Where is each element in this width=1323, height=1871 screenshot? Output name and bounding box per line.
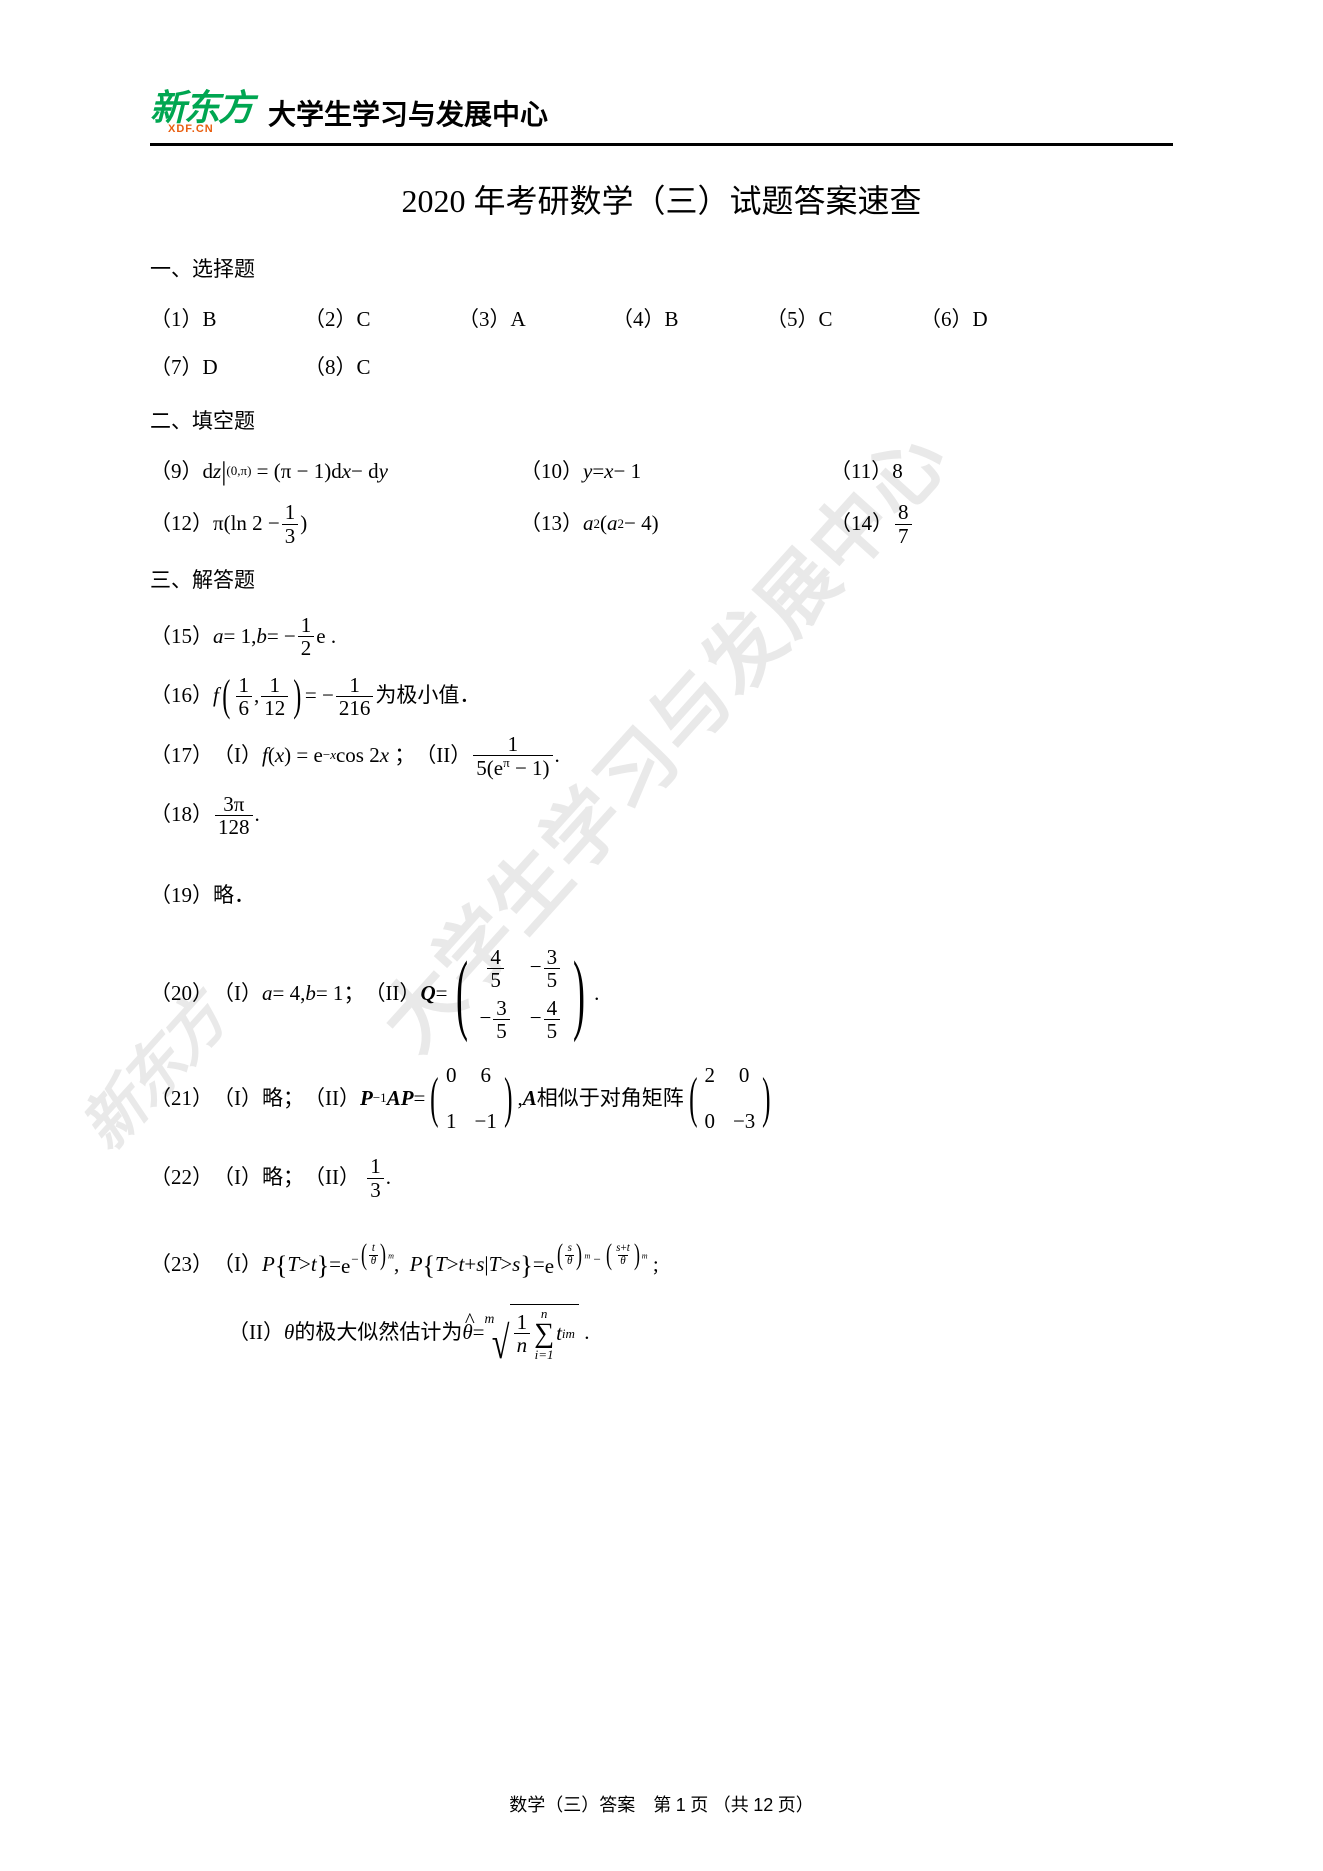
mc-ans: C xyxy=(357,307,371,331)
answer-23-part2: （II） θ 的极大似然估计为 θ = m √ 1n n∑i=1 tim . xyxy=(228,1304,1173,1361)
part-label: （II） xyxy=(364,974,420,1014)
fill-item-11: （11） 8 xyxy=(830,452,903,492)
fill-item-13: （13） a2(a2 − 4) xyxy=(520,504,830,544)
fill-num: （14） xyxy=(830,504,893,544)
ans-num: （19） xyxy=(150,876,213,916)
footer-label: 页） xyxy=(778,1795,814,1815)
fill-num: （12） xyxy=(150,504,213,544)
part-label: （I）略； xyxy=(213,1158,304,1198)
mc-item: （2）C xyxy=(304,300,458,340)
ans-text: 的极大似然估计为 xyxy=(294,1313,462,1353)
ans-text: 相似于对角矩阵 xyxy=(537,1079,684,1119)
mc-ans: C xyxy=(357,355,371,379)
mc-ans: D xyxy=(973,307,988,331)
mc-num: （7） xyxy=(150,355,203,379)
part-label: （I） xyxy=(213,736,262,776)
fill-num: （11） xyxy=(830,452,892,492)
mc-ans: B xyxy=(203,307,217,331)
fill-item-10: （10） y = x − 1 xyxy=(520,452,830,492)
mc-num: （1） xyxy=(150,307,203,331)
mc-item: （7）D xyxy=(150,348,304,388)
ans-tail: 为极小值． xyxy=(375,676,480,716)
fill-ans: 8 xyxy=(892,452,903,492)
ans-num: （21） xyxy=(150,1079,213,1119)
mc-ans: A xyxy=(511,307,526,331)
mc-ans: B xyxy=(665,307,679,331)
mc-item: （1）B xyxy=(150,300,304,340)
mc-ans: C xyxy=(819,307,833,331)
answer-18: （18） 3π128. xyxy=(150,793,1173,838)
ans-num: （22） xyxy=(150,1158,213,1198)
mc-row-2: （7）D （8）C xyxy=(150,348,1173,388)
page: 新东方 大学生学习与发展中心 新东方 XDF.CN 大学生学习与发展中心 202… xyxy=(0,0,1323,1871)
section-3-title: 三、解答题 xyxy=(150,561,1173,601)
footer-total: 12 xyxy=(753,1795,773,1815)
footer-doc: 数学（三）答案 xyxy=(509,1795,635,1815)
matrix-q: 45 −35 −35 −45 xyxy=(479,946,562,1042)
ans-num: （15） xyxy=(150,617,213,657)
part-label: （II） xyxy=(304,1158,360,1198)
answer-22: （22） （I）略； （II） 13. xyxy=(150,1155,1173,1200)
document-title: 2020 年考研数学（三）试题答案速查 xyxy=(150,176,1173,222)
part-label: （II） xyxy=(304,1079,360,1119)
content: 一、选择题 （1）B （2）C （3）A （4）B （5）C （6）D （7）D… xyxy=(150,250,1173,1361)
mc-num: （3） xyxy=(458,307,511,331)
matrix-pap: 06 1−1 xyxy=(446,1056,497,1142)
fill-num: （13） xyxy=(520,504,583,544)
ans-num: （23） xyxy=(150,1245,213,1285)
footer-label: 页 （共 xyxy=(690,1795,749,1815)
fill-item-9: （9） dz|(0,π) = (π − 1)dx − dy xyxy=(150,452,520,492)
answer-19: （19） 略． xyxy=(150,876,1173,916)
brand-logo-sub: XDF.CN xyxy=(168,124,252,135)
part-label: （I） xyxy=(213,1245,262,1285)
mc-ans: D xyxy=(203,355,218,379)
mc-num: （4） xyxy=(612,307,665,331)
fill-row-1: （9） dz|(0,π) = (π − 1)dx − dy （10） y = x… xyxy=(150,452,1173,492)
header-title: 大学生学习与发展中心 xyxy=(268,93,548,135)
footer-label: 第 xyxy=(653,1795,671,1815)
answer-20: （20） （I） a = 4, b = 1 ； （II） Q = ( 45 −3… xyxy=(150,946,1173,1042)
root-expression: m √ 1n n∑i=1 tim xyxy=(485,1304,579,1361)
brand-logo-main: 新东方 xyxy=(150,90,252,126)
fill-item-12: （12） π(ln 2 − 13) xyxy=(150,501,520,546)
page-header: 新东方 XDF.CN 大学生学习与发展中心 xyxy=(150,90,1173,146)
part-label: （II） xyxy=(228,1313,284,1353)
part-label: （I） xyxy=(213,974,262,1014)
mc-item: （5）C xyxy=(766,300,920,340)
mc-item: （6）D xyxy=(920,300,1074,340)
footer-page: 1 xyxy=(676,1795,686,1815)
matrix-diag: 20 0−3 xyxy=(704,1056,755,1142)
fill-row-2: （12） π(ln 2 − 13) （13） a2(a2 − 4) （14） 8… xyxy=(150,501,1173,546)
ans-num: （16） xyxy=(150,676,213,716)
answer-17: （17） （I） f(x) = e−x cos 2x ； （II） 15(eπ … xyxy=(150,733,1173,779)
part-label: （II） xyxy=(415,736,471,776)
mc-item: （8）C xyxy=(304,348,458,388)
mc-num: （8） xyxy=(304,355,357,379)
ans-num: （17） xyxy=(150,736,213,776)
answer-23-part1: （23） （I） P{T > t} = e −(tθ)m , P{T > t +… xyxy=(150,1241,1173,1290)
fill-num: （9） xyxy=(150,452,203,492)
part-label: （I）略； xyxy=(213,1079,304,1119)
answer-16: （16） f ( 16, 112 ) = −1216 为极小值． xyxy=(150,674,1173,719)
brand-logo: 新东方 XDF.CN xyxy=(150,90,252,135)
mc-item: （4）B xyxy=(612,300,766,340)
fill-item-14: （14） 87 xyxy=(830,501,914,546)
mc-num: （6） xyxy=(920,307,973,331)
section-2-title: 二、填空题 xyxy=(150,402,1173,442)
answer-15: （15） a = 1, b = − 12e . xyxy=(150,614,1173,659)
ans-num: （18） xyxy=(150,795,213,835)
page-footer: 数学（三）答案 第 1 页 （共 12 页） xyxy=(0,1791,1323,1817)
answer-21: （21） （I）略； （II） P−1AP = ( 06 1−1 ) , A 相… xyxy=(150,1056,1173,1142)
mc-row-1: （1）B （2）C （3）A （4）B （5）C （6）D xyxy=(150,300,1173,340)
mc-item: （3）A xyxy=(458,300,612,340)
ans-num: （20） xyxy=(150,974,213,1014)
section-1-title: 一、选择题 xyxy=(150,250,1173,290)
mc-num: （2） xyxy=(304,307,357,331)
fill-num: （10） xyxy=(520,452,583,492)
ans-text: 略． xyxy=(213,876,255,916)
mc-num: （5） xyxy=(766,307,819,331)
